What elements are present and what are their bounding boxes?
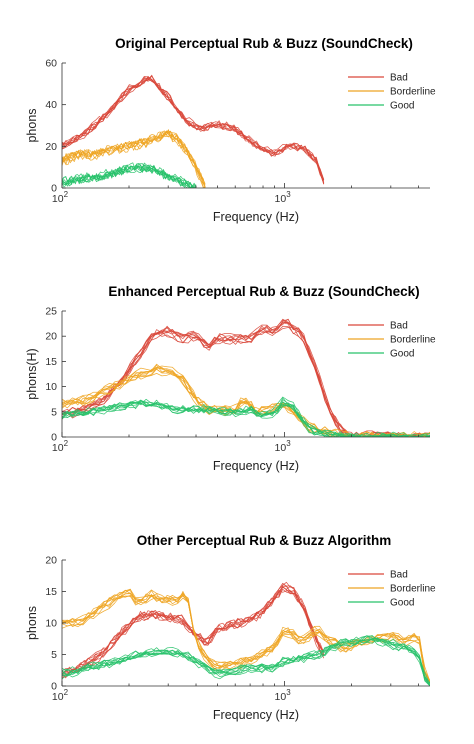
x-tick-label: 103 bbox=[275, 190, 292, 205]
legend-label: Borderline bbox=[390, 87, 436, 98]
trace-line bbox=[62, 635, 430, 686]
trace-line bbox=[62, 318, 430, 437]
y-tick-label: 10 bbox=[45, 618, 57, 630]
series-good bbox=[62, 162, 197, 188]
y-tick-label: 20 bbox=[45, 141, 57, 153]
legend-label: Bad bbox=[390, 73, 408, 84]
series-borderline bbox=[62, 129, 206, 188]
trace-line bbox=[62, 326, 430, 437]
chart-1: Original Perceptual Rub & Buzz (SoundChe… bbox=[25, 36, 436, 224]
trace-line bbox=[62, 399, 430, 437]
legend-label: Borderline bbox=[390, 335, 436, 346]
x-tick-label: 102 bbox=[52, 439, 69, 454]
chart-title: Other Perceptual Rub & Buzz Algorithm bbox=[137, 533, 392, 548]
y-tick-label: 40 bbox=[45, 99, 57, 111]
trace-line bbox=[62, 363, 430, 437]
x-tick-label: 103 bbox=[275, 688, 292, 703]
trace-line bbox=[62, 162, 197, 188]
x-axis-label: Frequency (Hz) bbox=[213, 459, 299, 473]
trace-line bbox=[62, 163, 197, 188]
series-bad bbox=[62, 74, 325, 185]
trace-line bbox=[62, 588, 430, 681]
trace-line bbox=[62, 75, 325, 185]
chart-2: Enhanced Perceptual Rub & Buzz (SoundChe… bbox=[25, 284, 436, 473]
trace-group bbox=[62, 581, 430, 686]
y-tick-label: 10 bbox=[45, 381, 57, 393]
series-bad bbox=[62, 318, 430, 437]
trace-line bbox=[62, 130, 206, 188]
trace-line bbox=[62, 367, 430, 437]
legend-label: Borderline bbox=[390, 584, 436, 595]
chart-3: Other Perceptual Rub & Buzz Algorithm 0 5 1… bbox=[25, 533, 436, 722]
trace-line bbox=[62, 638, 430, 686]
x-axis-label: Frequency (Hz) bbox=[213, 210, 299, 224]
series-borderline bbox=[62, 363, 430, 437]
legend-label: Bad bbox=[390, 570, 408, 581]
legend-label: Good bbox=[390, 598, 414, 609]
trace-line bbox=[62, 368, 430, 437]
legend-label: Good bbox=[390, 101, 414, 112]
chart-title: Enhanced Perceptual Rub & Buzz (SoundChe… bbox=[108, 284, 419, 299]
y-axis-label: phons bbox=[25, 108, 39, 142]
trace-line bbox=[62, 590, 325, 678]
trace-line bbox=[62, 635, 430, 685]
trace-line bbox=[62, 76, 325, 185]
y-tick-label: 5 bbox=[51, 649, 57, 661]
trace-line bbox=[62, 372, 430, 437]
x-axis-label: Frequency (Hz) bbox=[213, 708, 299, 722]
series-good bbox=[62, 635, 430, 686]
trace-line bbox=[62, 367, 430, 437]
y-tick-label: 0 bbox=[51, 183, 57, 195]
y-tick-label: 15 bbox=[45, 356, 57, 368]
trace-line bbox=[62, 75, 325, 184]
trace-line bbox=[62, 586, 325, 676]
y-axis-label: phons(H) bbox=[25, 348, 39, 399]
y-tick-label: 25 bbox=[45, 306, 57, 318]
legend-label: Good bbox=[390, 349, 414, 360]
y-tick-label: 0 bbox=[51, 681, 57, 693]
trace-group bbox=[62, 318, 430, 437]
x-tick-label: 102 bbox=[52, 688, 69, 703]
y-tick-label: 5 bbox=[51, 406, 57, 418]
trace-line bbox=[62, 131, 206, 188]
trace-line bbox=[62, 78, 325, 185]
y-axis-label: phons bbox=[25, 606, 39, 640]
trace-line bbox=[62, 77, 325, 180]
trace-line bbox=[62, 401, 430, 437]
y-tick-label: 15 bbox=[45, 586, 57, 598]
chart-title: Original Perceptual Rub & Buzz (SoundChe… bbox=[115, 36, 413, 51]
x-tick-label: 103 bbox=[275, 439, 292, 454]
trace-line bbox=[62, 399, 430, 437]
series-bad bbox=[62, 581, 325, 679]
y-tick-label: 20 bbox=[45, 555, 57, 567]
legend-label: Bad bbox=[390, 321, 408, 332]
y-tick-label: 20 bbox=[45, 331, 57, 343]
trace-group bbox=[62, 74, 325, 188]
y-tick-label: 60 bbox=[45, 58, 57, 70]
trace-line bbox=[62, 638, 430, 686]
x-tick-label: 102 bbox=[52, 190, 69, 205]
trace-line bbox=[62, 77, 325, 180]
trace-line bbox=[62, 165, 196, 188]
trace-line bbox=[62, 586, 325, 675]
trace-line bbox=[62, 637, 430, 684]
y-tick-label: 0 bbox=[51, 432, 57, 444]
